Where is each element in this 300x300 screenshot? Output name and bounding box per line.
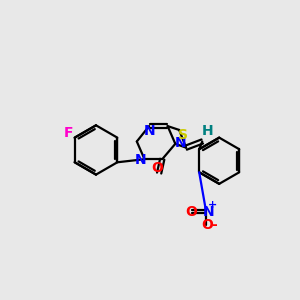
- Text: N: N: [143, 124, 155, 138]
- Text: H: H: [202, 124, 214, 138]
- Text: O: O: [152, 161, 164, 175]
- Text: S: S: [178, 128, 188, 142]
- Text: -: -: [211, 218, 217, 233]
- Text: +: +: [208, 200, 217, 210]
- Text: O: O: [202, 218, 214, 233]
- Text: N: N: [135, 153, 146, 167]
- Text: N: N: [175, 136, 187, 150]
- Text: N: N: [202, 205, 214, 219]
- Text: O: O: [185, 205, 197, 219]
- Text: F: F: [64, 126, 73, 140]
